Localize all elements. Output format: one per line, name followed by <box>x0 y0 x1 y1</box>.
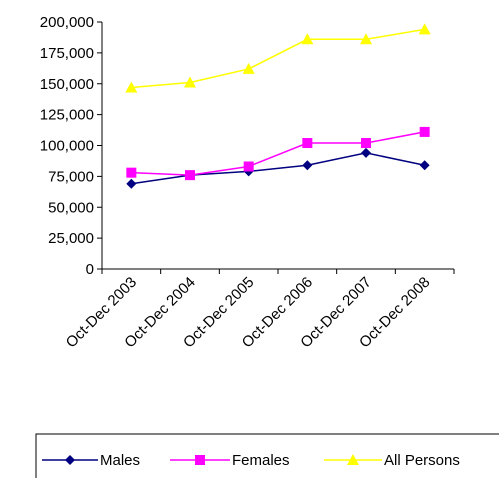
data-point-females <box>361 138 371 149</box>
legend-label: Males <box>100 452 140 469</box>
legend-box <box>35 433 499 478</box>
data-point-all-persons <box>242 62 255 74</box>
y-tick-label: 200,000 <box>40 14 94 31</box>
data-point-males <box>419 160 430 171</box>
legend: Males Females All Persons <box>35 433 499 478</box>
data-point-females <box>126 167 137 178</box>
y-tick-label: 0 <box>86 261 94 278</box>
series-layer <box>125 23 431 189</box>
data-point-females <box>243 161 254 172</box>
legend-entry-males: Males <box>42 452 140 469</box>
data-point-females <box>185 170 195 181</box>
series-line-males <box>131 152 425 185</box>
y-tick-label: 75,000 <box>48 168 94 185</box>
data-point-all-persons <box>418 23 431 35</box>
y-tick-label: 125,000 <box>40 107 94 124</box>
axes <box>101 22 454 270</box>
legend-marker <box>65 455 75 465</box>
data-point-males <box>361 147 371 158</box>
y-axis-ticks: 0 25,000 50,000 75,000 100,000 125,000 150,000… <box>40 14 102 278</box>
data-point-females <box>302 138 313 149</box>
series-line-all-persons <box>131 28 425 89</box>
legend-label: Females <box>232 452 290 469</box>
legend-marker <box>347 454 359 465</box>
series-line-females <box>131 131 425 176</box>
data-point-females <box>419 126 430 137</box>
legend-entry-females: Females <box>170 452 290 469</box>
series-females <box>126 126 430 181</box>
y-tick-label: 150,000 <box>40 76 94 93</box>
y-tick-label: 100,000 <box>40 138 94 155</box>
data-point-all-persons <box>301 33 314 45</box>
y-tick-label: 25,000 <box>48 230 94 247</box>
data-point-all-persons <box>360 33 372 45</box>
legend-label: All Persons <box>384 452 460 469</box>
y-tick-label: 175,000 <box>40 45 94 62</box>
data-point-males <box>302 160 313 171</box>
data-point-all-persons <box>184 76 196 88</box>
data-point-all-persons <box>125 81 138 93</box>
legend-entry-all-persons: All Persons <box>324 452 460 469</box>
data-point-males <box>126 178 137 189</box>
series-all-persons <box>125 23 431 93</box>
y-tick-label: 50,000 <box>48 199 94 216</box>
legend-marker <box>195 455 205 465</box>
